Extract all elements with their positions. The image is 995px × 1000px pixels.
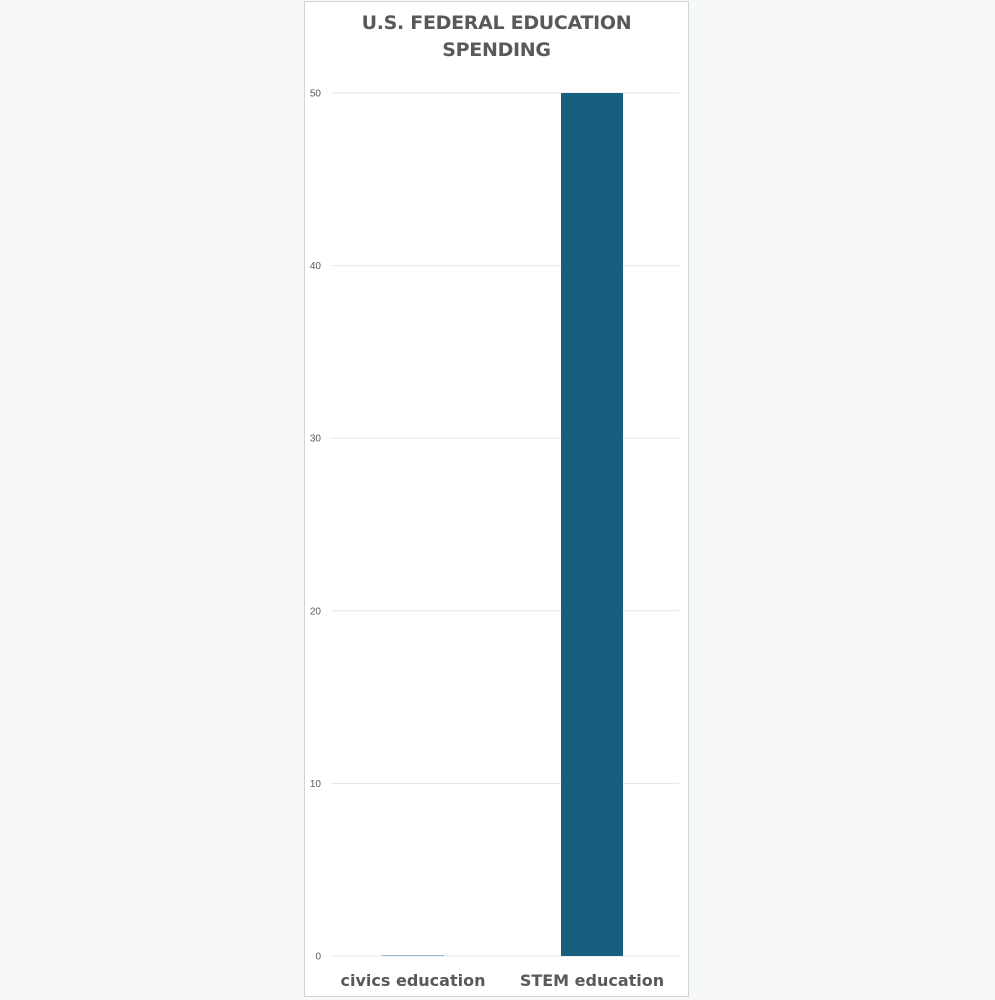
y-tick-label: 20 bbox=[310, 606, 322, 617]
bar-stem-education bbox=[561, 93, 623, 956]
bar-civics-education bbox=[382, 955, 444, 956]
y-tick-label: 0 bbox=[315, 952, 321, 963]
chart-card: U.S. FEDERAL EDUCATION SPENDING 0 10 20 30 4… bbox=[304, 1, 689, 997]
bar-chart-plot: 0 10 20 30 40 50 civics education STEM educatio… bbox=[310, 89, 679, 990]
chart-title: U.S. FEDERAL EDUCATION SPENDING bbox=[305, 10, 688, 64]
y-tick-label: 50 bbox=[310, 89, 322, 100]
chart-title-line-2: SPENDING bbox=[442, 39, 551, 61]
y-tick-label: 40 bbox=[310, 261, 322, 272]
chart-title-line-1: U.S. FEDERAL EDUCATION bbox=[361, 12, 632, 34]
x-category-label: STEM education bbox=[520, 971, 664, 990]
y-tick-label: 10 bbox=[310, 779, 322, 790]
y-tick-label: 30 bbox=[310, 434, 322, 445]
x-category-label: civics education bbox=[341, 971, 486, 990]
